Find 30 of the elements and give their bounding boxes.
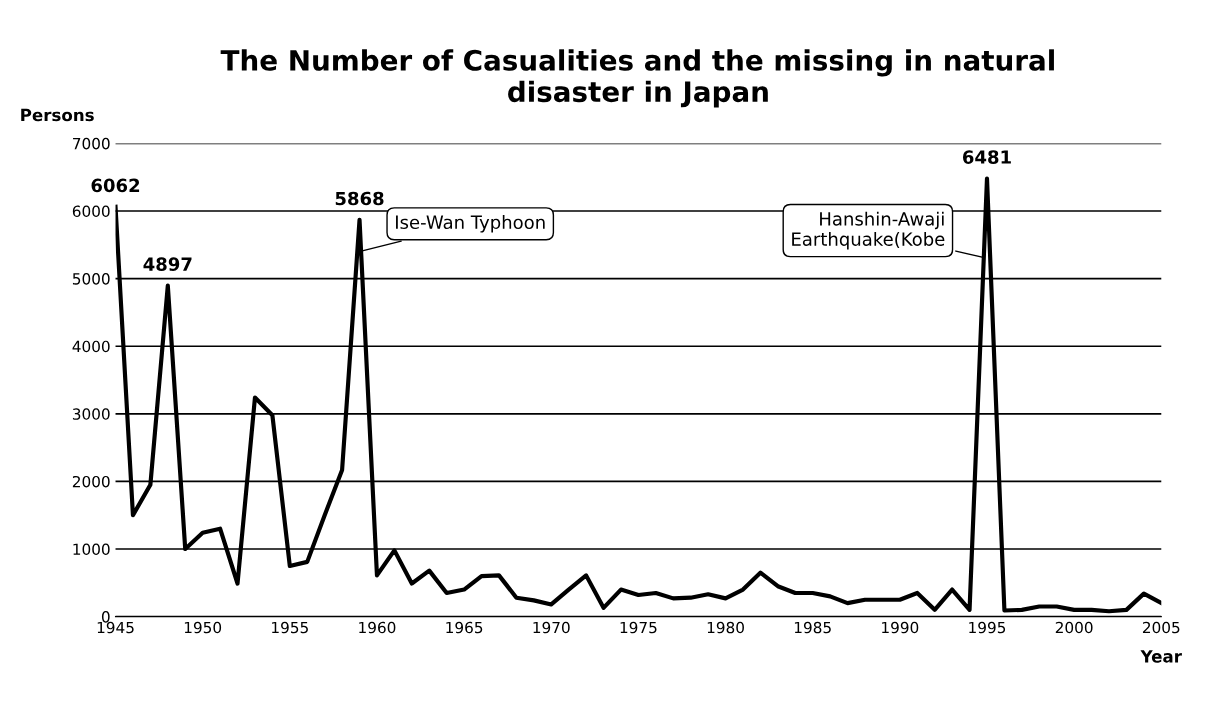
y-tick-label: 7000 xyxy=(73,137,110,150)
y-tick-label: 6000 xyxy=(72,205,110,218)
x-tick-label: 1955 xyxy=(272,621,308,634)
y-axis-title: Persons xyxy=(21,108,94,122)
x-tick-label: 1970 xyxy=(533,621,570,634)
chart-title: The Number of Casualities and the missing in natural disaster in Japan xyxy=(220,49,1054,108)
y-tick-label: 5000 xyxy=(72,273,110,285)
x-tick-label: 1950 xyxy=(184,621,222,634)
x-axis-title: Year xyxy=(1140,650,1182,663)
data-label: 6481 xyxy=(962,150,1011,164)
x-tick-label: 1965 xyxy=(446,621,483,634)
x-tick-label: 1975 xyxy=(620,621,657,634)
annotation: Hanshin-Awaji Earthquake(Kobe xyxy=(792,211,945,250)
annotation: Ise-Wan Typhoon xyxy=(396,215,545,233)
x-tick-label: 1980 xyxy=(707,621,744,634)
data-label: 4897 xyxy=(143,257,192,271)
x-tick-label: 2005 xyxy=(1142,621,1180,634)
data-label: 6062 xyxy=(91,178,140,193)
y-tick-label: 0 xyxy=(101,611,110,623)
y-tick-label: 1000 xyxy=(73,543,110,556)
x-tick-label: 1960 xyxy=(359,621,396,634)
x-tick-label: 1985 xyxy=(794,621,831,634)
x-tick-label: 1990 xyxy=(882,621,919,634)
y-tick-label: 2000 xyxy=(72,475,110,488)
x-tick-label: 1945 xyxy=(97,621,134,634)
y-tick-label: 3000 xyxy=(72,408,110,420)
data-label: 5868 xyxy=(335,191,384,206)
x-tick-label: 1995 xyxy=(969,621,1006,634)
y-tick-label: 4000 xyxy=(72,340,110,353)
x-tick-label: 2000 xyxy=(1055,621,1093,634)
